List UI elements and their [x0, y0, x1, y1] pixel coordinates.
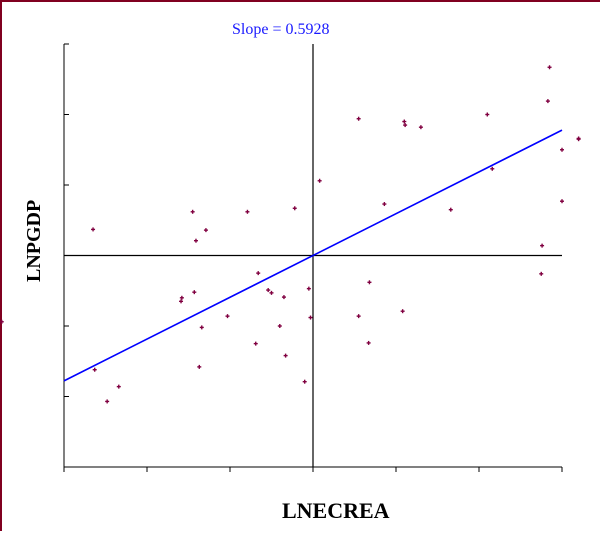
scatter-point: [197, 364, 202, 369]
scatter-point: [0, 319, 4, 324]
scatter-point: [403, 123, 408, 128]
scatter-point: [292, 206, 297, 211]
scatter-point: [306, 286, 311, 291]
scatter-point: [116, 384, 121, 389]
scatter-point: [540, 243, 545, 248]
scatter-point: [199, 325, 204, 330]
scatter-point: [367, 280, 372, 285]
scatter-point: [490, 166, 495, 171]
scatter-point: [547, 65, 552, 70]
scatter-point: [382, 202, 387, 207]
scatter-point: [277, 324, 282, 328]
y-axis-title: LNPGDP: [23, 200, 45, 282]
scatter-point: [356, 314, 361, 319]
scatter-point: [448, 207, 453, 212]
scatter-point: [418, 125, 423, 130]
scatter-point: [545, 99, 550, 104]
scatter-point: [402, 119, 407, 124]
scatter-point: [193, 238, 198, 243]
scatter-point: [105, 399, 110, 404]
regression-line: [63, 129, 563, 382]
data-points: [0, 65, 581, 404]
scatter-point: [179, 299, 184, 304]
x-axis-title: LNECREA: [282, 498, 390, 523]
scatter-point: [245, 209, 250, 214]
scatter-point: [560, 199, 564, 204]
scatter-point: [225, 314, 230, 319]
scatter-point: [539, 271, 544, 276]
scatter-point: [269, 290, 274, 295]
scatter-point: [192, 290, 197, 295]
plot-area: [0, 43, 581, 472]
scatter-point: [92, 367, 97, 372]
scatter-point: [302, 379, 307, 384]
scatter-point: [317, 178, 322, 183]
chart-title: Slope = 0.5928: [232, 21, 329, 38]
scatter-point: [283, 353, 288, 358]
scatter-point: [91, 227, 96, 232]
scatter-point: [576, 137, 581, 142]
scatter-point: [560, 147, 564, 152]
scatter-point: [485, 112, 490, 117]
scatter-point: [281, 295, 286, 300]
scatter-point: [356, 116, 361, 121]
x-ticks: [63, 467, 563, 472]
scatter-point: [400, 309, 405, 314]
scatter-point: [308, 315, 313, 320]
scatter-point: [179, 295, 184, 300]
scatter-point: [256, 271, 261, 276]
scatter-point: [190, 209, 195, 214]
scatter-point: [366, 340, 371, 345]
scatter-point: [253, 341, 258, 346]
scatter-point: [203, 228, 208, 233]
scatter-point: [266, 288, 271, 293]
